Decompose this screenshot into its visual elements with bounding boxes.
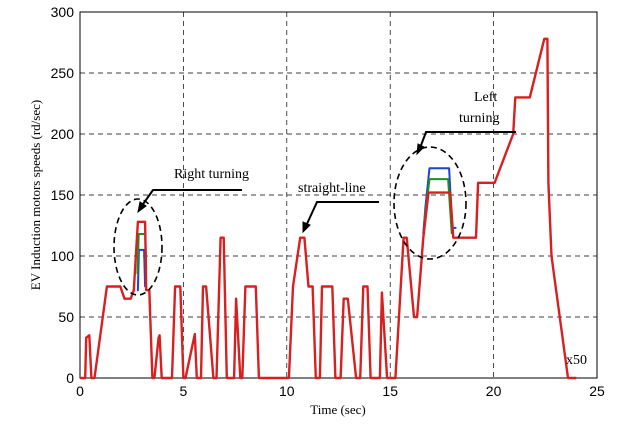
series-line-4 (80, 37, 577, 380)
y-tick-label: 300 (51, 4, 75, 20)
annotation-turning: turning (459, 111, 499, 126)
y-tick-label: 250 (51, 65, 75, 81)
y-tick-label: 100 (51, 248, 75, 264)
left-turning-arrow (419, 131, 516, 149)
y-tick-label: 150 (51, 187, 75, 203)
y-tick-label: 200 (51, 126, 75, 142)
left-turning-arrowhead (416, 143, 425, 156)
x-tick-label: 15 (382, 383, 398, 399)
straight-line-arrowhead (302, 221, 311, 234)
y-axis-label: EV Induction motors speeds (rd/sec) (28, 100, 43, 290)
y-tick-label: 50 (58, 309, 74, 325)
annotation-left: Left (474, 90, 497, 105)
x-tick-label: 0 (76, 383, 84, 399)
x-axis-label: Time (sec) (310, 402, 366, 417)
series-line-3 (423, 178, 453, 235)
annotation-right-turning: Right turning (174, 167, 249, 182)
right-turning-arrow (140, 189, 242, 208)
left-turning-ellipse (393, 146, 467, 260)
x-tick-label: 10 (279, 383, 295, 399)
annotation-straight-line: straight-line (298, 181, 366, 196)
right-turning-ellipse (113, 198, 163, 296)
x-tick-label: 20 (486, 383, 502, 399)
y-tick-label: 0 (66, 370, 74, 386)
x-tick-label: 25 (589, 383, 605, 399)
straight-line-arrow (305, 201, 379, 227)
grid (80, 12, 597, 378)
right-turning-arrowhead (137, 201, 147, 214)
series-group (80, 37, 577, 380)
annotations (113, 131, 516, 296)
x-tick-label: 5 (180, 383, 188, 399)
annotation-x50: x50 (566, 353, 587, 368)
